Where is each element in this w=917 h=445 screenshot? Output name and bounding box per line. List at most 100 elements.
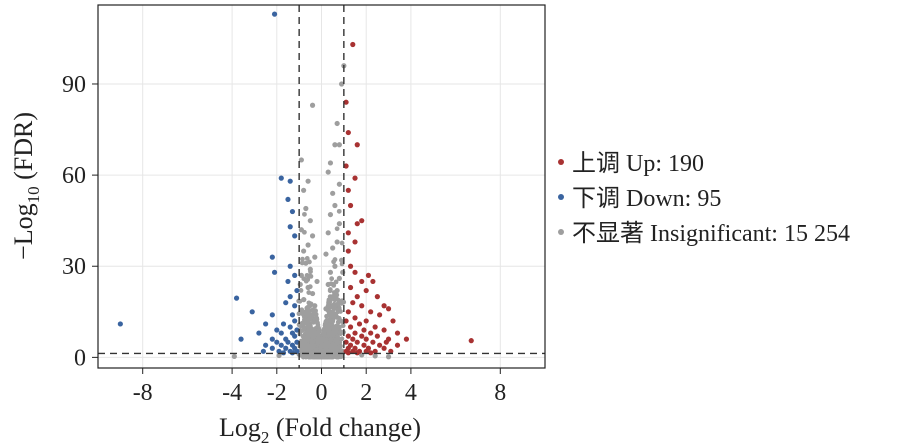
legend-insignificant-marker [558, 229, 564, 235]
point-insignificant [321, 330, 327, 336]
point-insignificant [329, 276, 335, 282]
point-down [276, 348, 282, 354]
point-up [347, 263, 354, 269]
point-down [256, 330, 262, 336]
point-insignificant [337, 330, 343, 335]
legend-insignificant-label: 不显著 Insignificant: 15 254 [572, 220, 850, 247]
point-up [343, 339, 349, 345]
point-up [352, 269, 358, 275]
y-tick-label: 90 [62, 72, 86, 98]
point-insignificant [304, 256, 310, 261]
point-insignificant [297, 281, 303, 288]
point-insignificant [298, 272, 304, 278]
point-insignificant [231, 353, 237, 360]
point-down [233, 295, 240, 301]
x-tick-label: 8 [494, 380, 506, 406]
insignificant-points [231, 63, 392, 360]
point-down [289, 312, 296, 318]
point-insignificant [305, 305, 311, 310]
point-up [368, 309, 374, 315]
point-insignificant [312, 303, 318, 309]
point-insignificant [327, 298, 333, 303]
point-insignificant [328, 354, 333, 360]
point-insignificant [326, 312, 332, 318]
point-insignificant [332, 312, 338, 318]
legend-down-label: 下调 Down: 95 [572, 185, 721, 212]
point-up [381, 327, 387, 333]
point-down [274, 339, 280, 345]
point-down [269, 345, 275, 351]
point-insignificant [305, 323, 311, 329]
point-insignificant [327, 318, 334, 324]
legend-down-marker [558, 194, 564, 200]
point-insignificant [299, 309, 305, 314]
point-insignificant [339, 300, 345, 306]
point-insignificant [312, 332, 318, 338]
point-down [294, 327, 300, 333]
point-down [271, 269, 278, 275]
point-insignificant [309, 233, 316, 239]
point-up [372, 348, 378, 354]
point-down [285, 278, 291, 285]
point-up [359, 333, 365, 339]
point-down [278, 342, 284, 348]
x-tick-label: 2 [360, 380, 372, 406]
point-insignificant [316, 327, 322, 333]
point-up [383, 339, 389, 345]
point-down [287, 324, 293, 330]
point-down [269, 312, 275, 318]
point-up [350, 348, 356, 354]
point-up [390, 318, 396, 324]
point-insignificant [307, 315, 313, 321]
point-insignificant [312, 254, 318, 260]
point-insignificant [325, 169, 331, 175]
point-insignificant [310, 307, 316, 313]
point-up [385, 306, 392, 312]
point-up [363, 318, 369, 324]
point-insignificant [334, 239, 340, 245]
point-insignificant [309, 102, 316, 108]
point-up [381, 303, 387, 309]
point-up [350, 336, 356, 342]
point-insignificant [334, 120, 340, 127]
point-up [345, 230, 351, 236]
point-up [352, 175, 358, 181]
point-insignificant [305, 320, 311, 325]
point-insignificant [339, 257, 345, 263]
point-up [354, 142, 360, 148]
point-up [372, 324, 378, 330]
legend-up-label: 上调 Up: 190 [572, 150, 704, 177]
point-up [363, 287, 369, 294]
point-insignificant [307, 218, 313, 224]
point-insignificant [304, 353, 310, 359]
point-up [359, 303, 365, 309]
point-insignificant [332, 257, 338, 262]
point-up [370, 339, 376, 345]
point-insignificant [321, 348, 327, 354]
point-up [343, 318, 349, 324]
point-up [354, 339, 360, 345]
point-down [269, 254, 275, 260]
point-up [347, 324, 354, 330]
point-up [347, 284, 354, 291]
point-insignificant [307, 266, 313, 272]
point-insignificant [301, 297, 307, 303]
point-up [345, 350, 351, 356]
point-up [374, 333, 380, 339]
x-tick-label: -4 [222, 380, 242, 406]
point-insignificant [330, 342, 336, 348]
point-down [292, 272, 298, 278]
point-insignificant [305, 242, 311, 248]
point-up [345, 248, 351, 254]
point-insignificant [332, 263, 338, 269]
point-insignificant [306, 345, 312, 351]
point-down [287, 224, 293, 230]
point-down [263, 342, 269, 348]
point-down [271, 11, 278, 17]
point-up [343, 99, 349, 105]
point-up [352, 239, 358, 245]
point-insignificant [325, 230, 331, 236]
point-insignificant [336, 142, 342, 148]
point-insignificant [301, 187, 307, 193]
